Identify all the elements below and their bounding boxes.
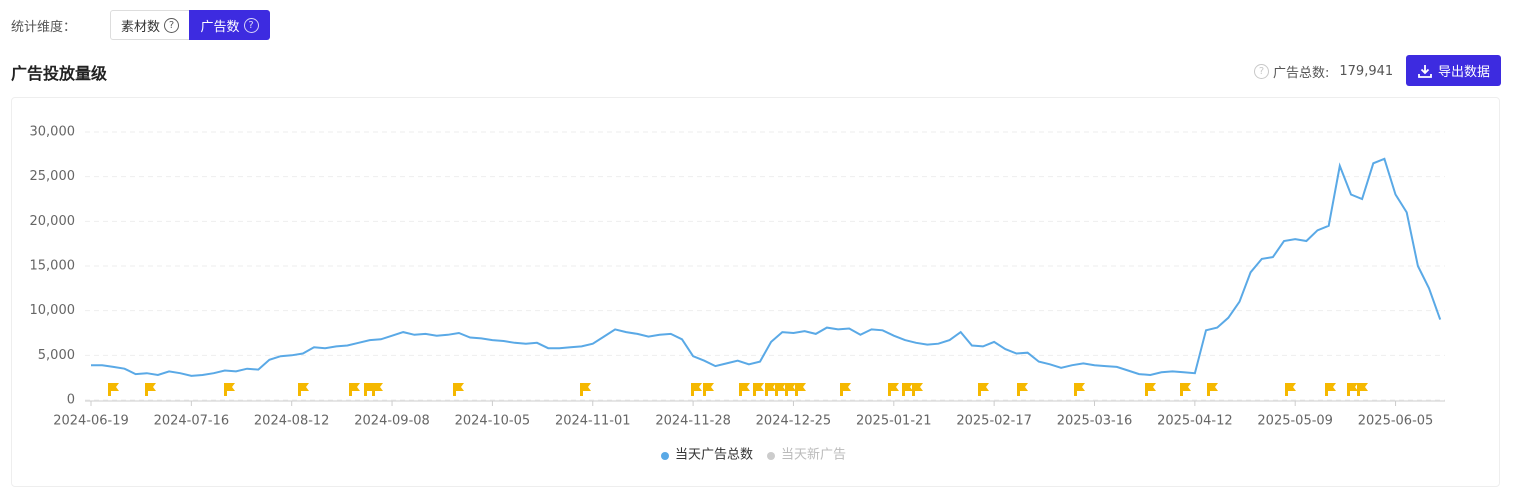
x-tick-label: 2024-12-25 (756, 414, 832, 429)
download-icon (1418, 64, 1432, 78)
option-text: 素材数 (120, 19, 160, 35)
total-label: 广告总数: (1273, 66, 1330, 81)
legend-label: 当天广告总数 (675, 448, 753, 463)
y-tick-label: 15,000 (30, 259, 76, 274)
event-flag (739, 383, 750, 396)
option-text: 广告数 (200, 19, 240, 35)
event-flag (978, 383, 989, 396)
x-tick-label: 2024-11-01 (555, 414, 631, 429)
event-flag (1017, 383, 1028, 396)
event-flag (753, 383, 764, 396)
y-tick-label: 0 (67, 393, 75, 408)
x-tick-label: 2025-02-17 (956, 414, 1032, 429)
toggle-option-active[interactable]: 广告数? (189, 10, 270, 40)
event-flag (1180, 383, 1191, 396)
event-flag (453, 383, 464, 396)
x-tick-label: 2025-04-12 (1157, 414, 1233, 429)
legend-marker (661, 452, 669, 460)
y-tick-label: 5,000 (38, 348, 75, 363)
event-flag (1285, 383, 1296, 396)
chart: 0 5,000 10,000 15,000 20,000 25,000 30,000 2024… (30, 125, 1445, 463)
x-tick-label: 2024-06-19 (53, 414, 129, 429)
help-icon: ? (1254, 64, 1269, 79)
help-icon: ? (243, 17, 259, 33)
dimension-label: 统计维度： (11, 20, 77, 35)
page: {"header": {"dimension_label": "统计维度：", … (11, 10, 1501, 487)
y-tick-label: 30,000 (30, 125, 76, 140)
x-tick-label: 2025-06-05 (1358, 414, 1434, 429)
event-flag (691, 383, 702, 396)
legend-label-inactive: 当天新广告 (781, 447, 846, 463)
export-button[interactable]: 导出数据 (1406, 55, 1501, 86)
section-title: 广告投放量级 (11, 64, 108, 83)
x-tick-label: 2025-01-21 (856, 414, 932, 429)
event-flag (1145, 383, 1156, 396)
event-flag (580, 383, 591, 396)
event-flag (888, 383, 899, 396)
event-flag (765, 383, 776, 396)
event-flag (902, 383, 913, 396)
x-tick-label: 2025-05-09 (1257, 414, 1333, 429)
legend-marker-inactive (767, 452, 775, 460)
event-flag (1325, 383, 1336, 396)
event-flag (785, 383, 796, 396)
event-flag (703, 383, 714, 396)
event-flag (108, 383, 119, 396)
event-flag (1207, 383, 1218, 396)
event-flag (912, 383, 923, 396)
y-tick-label: 10,000 (30, 303, 76, 318)
total: ? 广告总数: 179,941 (1250, 62, 1393, 81)
event-flag (1347, 383, 1358, 396)
event-flag (1074, 383, 1085, 396)
x-tick-label: 2024-11-28 (655, 414, 731, 429)
event-flag (298, 383, 309, 396)
series-line (91, 157, 1442, 377)
y-tick-label: 25,000 (30, 169, 76, 184)
x-tick-label: 2024-10-05 (455, 414, 531, 429)
event-flag (372, 383, 383, 396)
x-tick-label: 2024-09-08 (354, 414, 430, 429)
y-tick-label: 20,000 (30, 214, 76, 229)
total-value: 179,941 (1339, 64, 1394, 79)
help-icon: ? (164, 17, 179, 33)
x-tick-label: 2024-07-16 (154, 414, 230, 429)
event-flag (795, 383, 806, 396)
event-flag (349, 383, 360, 396)
event-flag (840, 383, 851, 396)
event-flag (1357, 383, 1368, 396)
x-tick-label: 2025-03-16 (1057, 414, 1133, 429)
x-tick-label: 2024-08-12 (254, 414, 330, 429)
event-flag (145, 383, 156, 396)
button-text: 导出数据 (1437, 65, 1490, 80)
event-flag (775, 383, 786, 396)
event-flag (224, 383, 235, 396)
